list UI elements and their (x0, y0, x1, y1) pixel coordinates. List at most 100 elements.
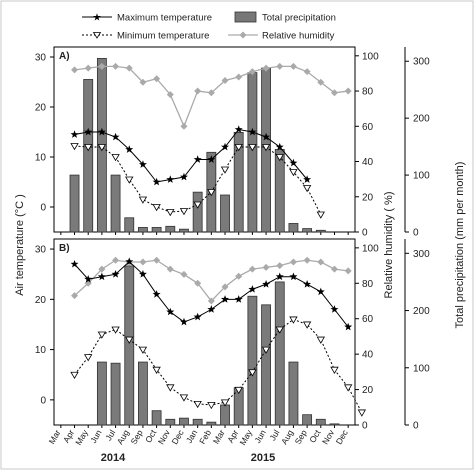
max-temp-point (125, 257, 134, 266)
legend-precip-label: Total precipitation (262, 13, 336, 24)
legend-min-marker (92, 32, 102, 39)
max-temp-point (207, 155, 216, 163)
humidity-point (303, 256, 311, 264)
max-temp-point (275, 142, 284, 151)
max-temp-point (289, 158, 298, 167)
legend-max-marker: ★ (93, 13, 102, 24)
max-temp-point (248, 127, 257, 136)
max-temp-point (330, 305, 339, 313)
left-tick-label: 20 (35, 103, 47, 114)
legend-humidity-label: Relative humidity (262, 31, 335, 42)
humidity-point (194, 87, 202, 95)
max-temp-point (262, 132, 271, 141)
min-temp-point (220, 166, 230, 174)
max-temp-point (193, 155, 202, 163)
humidity-point (180, 270, 188, 278)
min-temp-point (166, 209, 175, 217)
max-temp-point (193, 312, 202, 321)
max-temp-point (84, 275, 93, 283)
min-temp-point (179, 394, 189, 402)
humidity-tick-label: 20 (362, 385, 374, 396)
humidity-point (71, 292, 79, 300)
min-temp-point (289, 316, 298, 324)
humidity-tick-label: 80 (362, 87, 374, 98)
humidity-point (303, 68, 311, 76)
precip-bar (315, 418, 326, 426)
min-temp-point (302, 321, 312, 329)
humidity-point (207, 89, 215, 97)
min-temp-point (111, 326, 120, 334)
min-temp-point (289, 169, 298, 177)
humidity-point (207, 297, 215, 305)
max-temp-point (316, 287, 325, 296)
year-label-2015: 2015 (251, 452, 275, 464)
precip-bar (83, 79, 94, 233)
precip-bar (124, 265, 135, 426)
humidity-point (248, 265, 256, 273)
max-temp-point (111, 269, 120, 278)
min-temp-point (111, 154, 120, 162)
max-temp-point (234, 295, 243, 303)
humidity-tick-label: 100 (362, 243, 379, 254)
precip-bar (124, 217, 135, 233)
max-temp-point (179, 317, 188, 326)
humidity-tick-label: 0 (362, 228, 368, 239)
max-temp-point (248, 285, 257, 293)
panel-label: A) (59, 51, 70, 62)
max-temp-point (125, 145, 134, 153)
max-temp-point (138, 269, 147, 278)
humidity-point (317, 258, 325, 266)
precip-bar (315, 229, 326, 233)
precip-bar (302, 414, 313, 426)
precip-bar (151, 410, 162, 426)
legend-precip-swatch (234, 11, 257, 23)
humidity-tick-label: 60 (362, 122, 374, 133)
precip-tick-label: 300 (413, 57, 430, 68)
precip-bar (110, 362, 121, 426)
humidity-point (262, 263, 270, 271)
min-temp-point (166, 384, 175, 392)
precip-bar (220, 194, 230, 233)
humidity-point (221, 283, 229, 291)
max-temp-point (234, 125, 243, 133)
precip-bar (220, 404, 230, 426)
precip-bar (96, 361, 107, 426)
max-temp-point (303, 175, 312, 183)
humidity-tick-label: 60 (362, 314, 374, 325)
max-temp-point (179, 172, 188, 181)
humidity-point (344, 267, 352, 275)
humidity-point (289, 258, 297, 266)
min-temp-point (248, 144, 257, 152)
min-temp-point (330, 366, 339, 374)
min-temp-point (193, 201, 202, 209)
humidity-point (71, 66, 79, 74)
plot-frame (53, 238, 356, 426)
max-temp-point (166, 307, 175, 316)
left-tick-label: 10 (35, 153, 47, 164)
humidity-point (139, 78, 147, 86)
precip-bar (138, 227, 148, 233)
humidity-tick-label: 0 (362, 421, 368, 432)
precip-bar (261, 304, 271, 426)
min-temp-point (275, 154, 284, 162)
precip-bar (274, 149, 285, 233)
humidity-point (112, 62, 120, 70)
max-temp-point (207, 305, 216, 313)
min-temp-point (138, 196, 148, 204)
min-temp-point (70, 371, 79, 380)
precip-bar (179, 228, 189, 233)
left-tick-label: 20 (35, 295, 47, 306)
min-temp-point (343, 384, 353, 392)
humidity-tick-label: 40 (362, 350, 374, 361)
min-temp-point (193, 400, 202, 409)
humidity-axis-label: Relative humidity ( %) (383, 192, 395, 299)
max-temp-point (84, 127, 93, 136)
humidity-point (317, 78, 325, 86)
humidity-point (98, 265, 106, 273)
min-temp-point (138, 346, 148, 354)
precip-bar (274, 281, 285, 426)
month-label: Jul (103, 428, 117, 443)
min-temp-point (234, 144, 243, 152)
humidity-point (344, 87, 352, 95)
humidity-point (166, 91, 174, 99)
